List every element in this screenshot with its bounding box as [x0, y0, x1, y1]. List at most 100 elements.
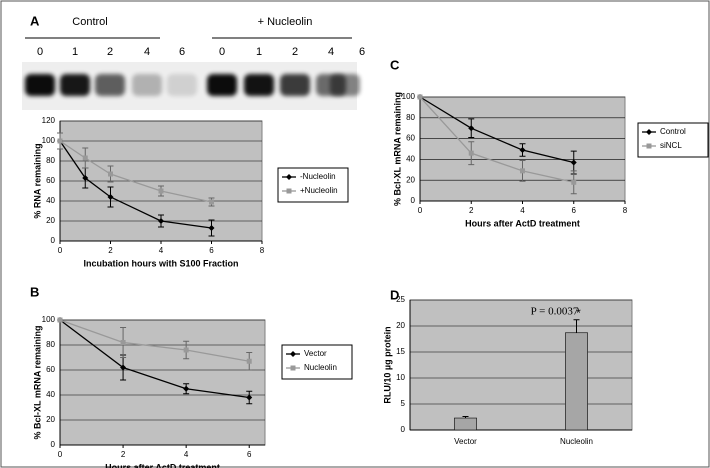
- y-tick-label: 20: [46, 415, 55, 424]
- legend-label: Control: [660, 127, 686, 136]
- y-tick-label: 80: [46, 156, 55, 165]
- marker: [246, 394, 253, 401]
- legend-label: Nucleolin: [304, 363, 337, 372]
- gel-band: [330, 74, 360, 96]
- y-tick-label: 0: [51, 236, 56, 245]
- lane-label: 1: [256, 46, 262, 58]
- marker: [208, 225, 215, 231]
- legend-marker: [290, 351, 296, 357]
- x-tick-label: 0: [58, 246, 63, 255]
- marker: [57, 138, 63, 144]
- y-tick-label: 20: [396, 321, 405, 330]
- plot-area: [59, 319, 266, 446]
- y-tick-label: 80: [406, 113, 415, 122]
- series-line: [419, 96, 574, 164]
- marker: [183, 385, 190, 392]
- x-tick-label: 8: [623, 206, 628, 215]
- legend-label: Vector: [304, 349, 327, 358]
- y-tick-label: 0: [411, 196, 416, 205]
- legend-marker: [646, 129, 652, 135]
- lane-label: 1: [72, 46, 78, 58]
- marker: [108, 171, 113, 177]
- y-tick-label: 20: [46, 216, 55, 225]
- x-tick-label: 0: [58, 450, 63, 459]
- gel-group: Control: [72, 16, 107, 28]
- error-bar: [573, 319, 580, 333]
- y-tick-label: 80: [46, 340, 55, 349]
- series-line: [419, 96, 574, 183]
- gel-band: [280, 74, 310, 96]
- marker: [158, 218, 164, 224]
- marker: [246, 358, 252, 364]
- marker: [468, 150, 474, 156]
- annotation: *: [576, 306, 581, 320]
- bar: [454, 417, 477, 431]
- y-axis-label: % Bcl-XL mRNA remaining: [392, 92, 402, 206]
- marker: [57, 317, 63, 323]
- legend-marker: [646, 143, 652, 149]
- plot-area: [409, 299, 633, 431]
- x-tick-label: 4: [184, 450, 189, 459]
- legend-box: [281, 344, 353, 380]
- legend-label: +Nucleolin: [300, 186, 338, 195]
- marker: [520, 168, 525, 174]
- lane-label: 2: [292, 46, 298, 58]
- gel-group: + Nucleolin: [258, 16, 313, 28]
- lane-label: 6: [179, 46, 185, 58]
- gel-band: [132, 74, 162, 96]
- legend-label: -Nucleolin: [300, 172, 336, 181]
- marker: [82, 155, 88, 161]
- gel-band: [207, 74, 237, 96]
- annotation: P = 0.0037: [531, 305, 579, 317]
- panel-label: A: [30, 13, 40, 28]
- x-tick-label: 6: [209, 246, 214, 255]
- lane-label: 0: [37, 46, 43, 58]
- error-bar: [462, 415, 469, 419]
- y-tick-label: 120: [42, 116, 56, 125]
- x-axis-label: Hours after ActD treatment: [105, 462, 220, 468]
- y-tick-label: 100: [402, 92, 416, 101]
- y-tick-label: 25: [396, 295, 405, 304]
- marker: [158, 188, 164, 194]
- legend-label: siNCL: [660, 141, 682, 150]
- lane-label: 2: [107, 46, 113, 58]
- y-tick-label: 100: [42, 136, 56, 145]
- x-axis-label: Incubation hours with S100 Fraction: [83, 258, 238, 268]
- legend-box: [277, 167, 349, 203]
- gel-band: [244, 74, 274, 96]
- y-tick-label: 0: [51, 440, 56, 449]
- gel: Control + Nucleolin: [22, 16, 360, 110]
- marker: [183, 347, 189, 353]
- x-tick-label: 0: [418, 206, 423, 215]
- x-tick-label: 2: [121, 450, 126, 459]
- legend-marker: [290, 365, 296, 371]
- x-axis-label: Hours after ActD treatment: [465, 218, 580, 228]
- legend-marker: [286, 188, 292, 194]
- y-axis-label: % RNA remaining: [32, 143, 42, 218]
- panel-label: B: [30, 284, 39, 299]
- marker: [82, 175, 89, 181]
- gel-band: [95, 74, 125, 96]
- x-tick-label: 6: [247, 450, 252, 459]
- y-tick-label: 0: [401, 425, 406, 434]
- marker: [120, 340, 126, 345]
- legend-box: [637, 122, 709, 158]
- gel-band: [25, 74, 55, 96]
- marker: [571, 179, 577, 185]
- y-tick-label: 60: [46, 176, 55, 185]
- x-tick-label: 2: [469, 206, 474, 215]
- y-tick-label: 100: [42, 315, 56, 324]
- marker: [468, 125, 475, 132]
- lane-label: 6: [359, 46, 365, 58]
- y-tick-label: 5: [401, 399, 406, 408]
- panel-label: C: [390, 57, 400, 72]
- series-line: [59, 319, 250, 399]
- y-tick-label: 40: [46, 196, 55, 205]
- gel-band: [60, 74, 90, 96]
- marker: [107, 194, 114, 200]
- series-line: [59, 319, 250, 362]
- x-tick-label: 6: [572, 206, 577, 215]
- y-axis-label: RLU/10 µg protein: [382, 326, 392, 403]
- lane-label: 0: [219, 46, 225, 58]
